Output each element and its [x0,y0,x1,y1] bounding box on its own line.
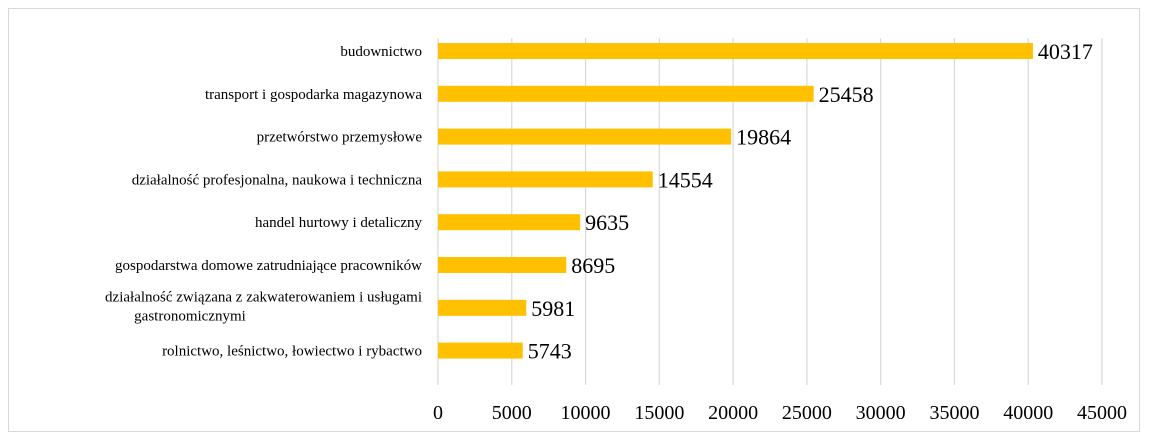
data-label: 5981 [531,296,575,321]
bar [438,128,732,145]
data-label: 8695 [571,253,615,278]
x-axis-tick-labels: 0 5000 10000 15000 20000 25000 30000 35000 40000… [433,402,1127,424]
data-label: 19864 [736,125,791,150]
x-tick-label: 15000 [634,402,684,424]
x-tick-label: 45000 [1077,402,1127,424]
category-label: działalność profesjonalna, naukowa i tec… [132,172,423,188]
bar [438,299,527,316]
data-labels: 40317 25458 19864 14554 9635 8695 5981 5743 [528,39,1093,364]
category-label: rolnictwo, leśnictwo, łowiectwo i rybact… [162,344,422,360]
category-label: handel hurtowy i detaliczny [255,215,423,231]
data-label: 40317 [1038,39,1093,64]
category-label: budownictwo [340,44,422,60]
x-tick-label: 20000 [708,402,758,424]
data-label: 5743 [528,339,572,364]
bar [438,214,581,231]
data-label: 25458 [819,82,874,107]
bars [438,43,1033,359]
category-label: transport i gospodarka magazynowa [205,87,422,103]
bar [438,171,653,188]
category-label: działalność związana z zakwaterowaniem i… [105,289,422,324]
bar [438,85,814,102]
x-tick-label: 25000 [782,402,832,424]
x-tick-label: 40000 [1003,402,1053,424]
bar [438,43,1033,59]
data-label: 9635 [585,210,629,235]
x-tick-label: 5000 [492,402,532,424]
x-tick-label: 10000 [561,402,611,424]
x-tick-label: 35000 [929,402,979,424]
category-label: gospodarstwa domowe zatrudniające pracow… [115,258,422,274]
bar [438,257,567,273]
bar [438,342,523,359]
x-tick-label: 0 [433,402,443,424]
data-label: 14554 [658,167,713,192]
category-label: przetwórstwo przemysłowe [257,130,423,146]
category-labels: budownictwo transport i gospodarka magazy… [105,44,422,360]
x-tick-label: 30000 [856,402,906,424]
